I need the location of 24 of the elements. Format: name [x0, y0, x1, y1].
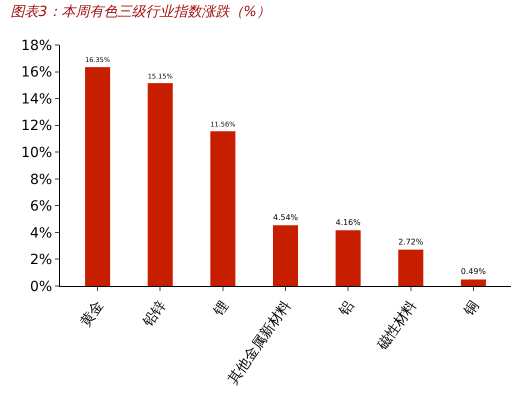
x-tick-label: 铜 — [460, 298, 482, 320]
y-tick-label: 4% — [30, 225, 52, 242]
bar — [272, 225, 298, 286]
y-tick-label: 12% — [21, 118, 52, 134]
y-tick-label: 16% — [21, 64, 52, 81]
y-tick-label: 18% — [21, 38, 52, 54]
chart-title: 图表3：本周有色三级行业指数涨跌（%） — [10, 4, 271, 20]
bar — [148, 83, 173, 286]
bar — [336, 230, 361, 286]
x-tick-label: 磁性材料 — [374, 298, 420, 354]
y-tick-label: 10% — [21, 145, 52, 162]
bar — [398, 250, 424, 286]
bar — [460, 279, 486, 286]
y-tick-label: 6% — [30, 198, 52, 215]
x-tick-label: 铝 — [335, 298, 358, 320]
x-tick-label: 锂 — [210, 298, 232, 320]
x-tick-label: 黄金 — [77, 298, 107, 330]
y-tick-label: 0% — [30, 278, 52, 295]
y-tick-label: 8% — [30, 172, 52, 188]
y-tick-label: 14% — [21, 91, 52, 108]
bar — [210, 131, 236, 286]
bar — [85, 67, 110, 286]
x-tick-label: 铅锌 — [139, 298, 170, 331]
y-tick-label: 2% — [30, 252, 52, 268]
